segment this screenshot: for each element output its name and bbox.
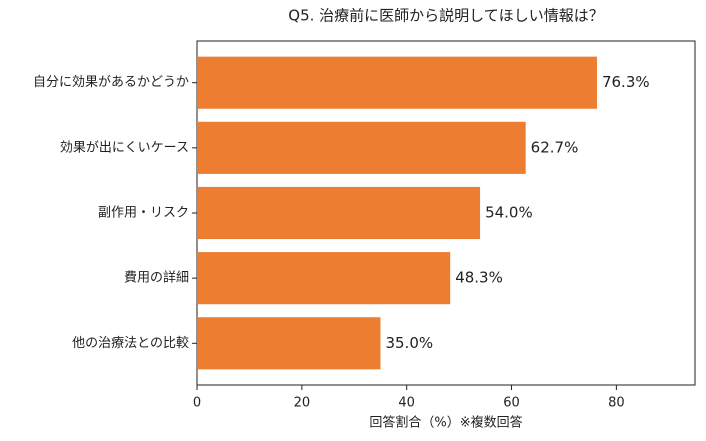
x-tick-label: 40 xyxy=(398,396,415,411)
value-label: 76.3% xyxy=(602,73,650,91)
value-label: 35.0% xyxy=(385,334,433,352)
x-axis-label: 回答割合（%）※複数回答 xyxy=(369,415,522,431)
y-tick-label: 効果が出にくいケース xyxy=(60,140,189,155)
bar xyxy=(197,252,451,305)
bar xyxy=(197,317,381,370)
y-tick-label: 自分に効果があるかどうか xyxy=(33,75,189,90)
y-tick-label: 副作用・リスク xyxy=(98,206,189,221)
y-tick-label: 他の治療法との比較 xyxy=(72,336,189,351)
x-tick-label: 80 xyxy=(608,396,625,411)
value-label: 62.7% xyxy=(531,138,579,156)
x-tick-label: 20 xyxy=(294,396,311,411)
value-label: 54.0% xyxy=(485,204,533,222)
bar xyxy=(197,121,526,174)
y-tick-label: 費用の詳細 xyxy=(124,270,189,286)
x-tick-label: 60 xyxy=(503,396,520,411)
bar xyxy=(197,56,597,109)
x-tick-label: 0 xyxy=(193,396,201,411)
chart-title: Q5. 治療前に医師から説明してほしい情報は？ xyxy=(288,7,603,25)
value-label: 48.3% xyxy=(455,269,503,287)
bar xyxy=(197,186,481,240)
